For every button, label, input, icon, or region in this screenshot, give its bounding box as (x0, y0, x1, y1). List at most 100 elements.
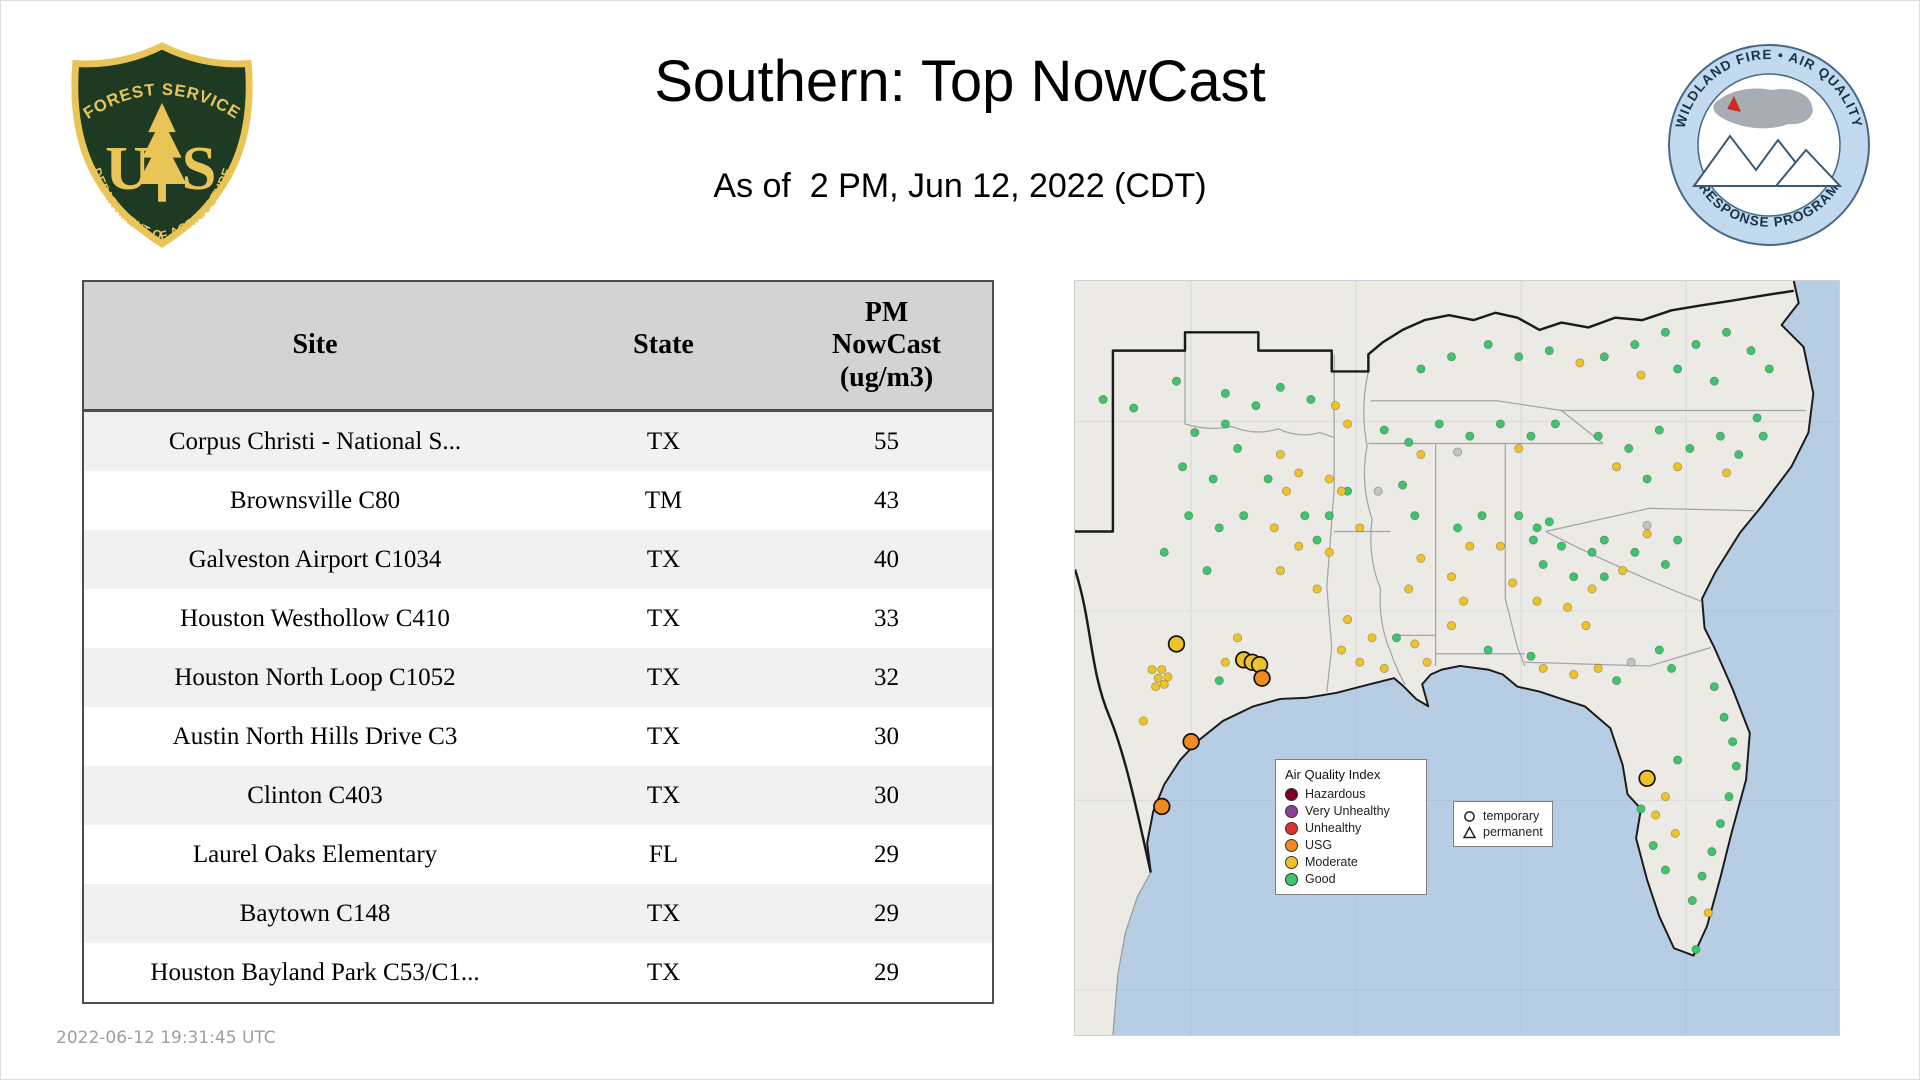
monitor-dot (1532, 596, 1542, 606)
monitor-dot (1153, 673, 1163, 683)
monitor-dot (1544, 346, 1554, 356)
monitor-dot (1263, 474, 1273, 484)
temporary-monitor-dot (1153, 797, 1171, 816)
monitor-dot (1651, 810, 1661, 820)
usfs-shield-icon: FOREST SERVICE U S DEPARTMENT OF AGRICUL… (71, 42, 253, 248)
monitor-dot (1214, 676, 1224, 686)
coastline (1146, 281, 1815, 957)
monitor-dot (1251, 401, 1261, 411)
monitor-dot (1129, 403, 1139, 413)
monitor-dot (1214, 523, 1224, 533)
monitor-dot (1707, 847, 1717, 857)
monitor-dot (1336, 645, 1347, 655)
usfs-logo: FOREST SERVICE U S DEPARTMENT OF AGRICUL… (64, 40, 260, 254)
pm-value-cell: 33 (874, 604, 899, 632)
monitor-dot (1630, 547, 1640, 557)
monitor-dot (1453, 523, 1463, 533)
monitor-dot (1324, 474, 1334, 484)
pm-value-cell: 43 (874, 486, 899, 514)
monitor-dot (1612, 462, 1622, 472)
monitor-dot (1159, 547, 1169, 557)
monitor-dot (1184, 511, 1194, 521)
state-column-header: State (546, 281, 781, 412)
monitor-dot (1514, 511, 1524, 521)
monitor-dot (1715, 819, 1725, 829)
airfire-logo: WILDLAND FIRE • AIR QUALITY RESPONSE PRO… (1664, 40, 1874, 250)
monitor-dot (1324, 547, 1334, 557)
monitor-dot (1330, 401, 1340, 411)
monitor-dot (1581, 621, 1591, 631)
monitor-dot (1593, 431, 1603, 441)
pm-header-line-2: NowCast (832, 329, 941, 361)
pm-value-cell: 32 (874, 663, 899, 691)
basemap-svg (1075, 281, 1839, 1035)
monitor-dot (1630, 340, 1640, 350)
monitor-dot (1538, 663, 1548, 673)
temporary-monitor-dot (1253, 669, 1271, 687)
monitor-dot (1422, 657, 1432, 667)
monitor-dot (1281, 486, 1291, 496)
monitor-dot (1514, 443, 1524, 453)
pm-value-cell: 30 (874, 722, 899, 750)
table-row: Laurel Oaks Elementary FL 29 (83, 825, 993, 884)
monitor-dot (1532, 523, 1542, 533)
monitor-dot (1587, 584, 1597, 594)
table-row: Houston North Loop C1052 TX 32 (83, 648, 993, 707)
pm-value-cell: 29 (874, 958, 899, 986)
monitor-dot (1391, 633, 1402, 643)
monitor-dot (1670, 828, 1680, 838)
monitor-dot (1618, 566, 1628, 576)
temporary-monitor-dot (1167, 635, 1186, 653)
monitor-dot (1667, 663, 1677, 673)
monitor-dot (1343, 614, 1353, 625)
monitor-dot (1642, 474, 1652, 484)
monitor-dot (1654, 425, 1664, 435)
aqi-legend-item: Very Unhealthy (1285, 804, 1417, 818)
site-cell: Brownsville C80 (229, 486, 401, 514)
temporary-legend-label: temporary (1483, 809, 1540, 823)
monitor-dot (1275, 382, 1285, 392)
state-cell: TX (646, 427, 681, 455)
monitor-dot (1526, 651, 1536, 661)
aqi-swatch (1285, 821, 1298, 835)
monitor-dot (1190, 428, 1200, 438)
monitor-dot (1477, 511, 1487, 521)
monitor-dot (1410, 511, 1420, 521)
monitor-dot (1220, 419, 1230, 429)
monitor-dot (1416, 450, 1426, 460)
pm-value-cell: 30 (874, 781, 899, 809)
site-column-header: Site (83, 281, 546, 412)
aqi-legend: Air Quality Index Hazardous Very Unhealth… (1275, 759, 1427, 895)
aqi-swatch (1285, 787, 1298, 801)
monitor-dot (1660, 792, 1670, 802)
monitor-dot (1434, 419, 1444, 429)
monitor-dot (1446, 572, 1457, 582)
monitor-dot (1324, 511, 1334, 521)
aqi-legend-label: Good (1305, 872, 1336, 886)
monitor-dot (1587, 547, 1597, 557)
monitor-dot (1294, 541, 1304, 551)
monitor-dot (1404, 437, 1414, 447)
table-row: Houston Bayland Park C53/C1... TX 29 (83, 943, 993, 1003)
usfs-tree-icon (137, 102, 187, 202)
table-row: Austin North Hills Drive C3 TX 30 (83, 707, 993, 766)
monitor-dot (1495, 419, 1505, 429)
aqi-map: Air Quality Index Hazardous Very Unhealth… (1074, 280, 1840, 1036)
table-row: Corpus Christi - National S... TX 55 (83, 410, 993, 471)
monitor-dot (1373, 486, 1383, 496)
airfire-fire-marker-icon (1727, 96, 1741, 112)
aqi-legend-item: Good (1285, 872, 1417, 886)
temporary-monitor-icon (1463, 810, 1476, 823)
monitor-dot (1722, 327, 1732, 337)
site-cell: Houston Bayland Park C53/C1... (150, 958, 480, 986)
monitor-dot (1147, 665, 1157, 675)
monitor-dot (1178, 462, 1188, 472)
state-cell: TM (644, 486, 683, 514)
table-row: Brownsville C80 TM 43 (83, 471, 993, 530)
aqi-swatch (1285, 838, 1298, 852)
monitor-dot (1673, 364, 1683, 374)
monitor-dot (1685, 443, 1695, 453)
monitor-dot (1626, 657, 1636, 667)
monitor-dot (1687, 896, 1697, 906)
